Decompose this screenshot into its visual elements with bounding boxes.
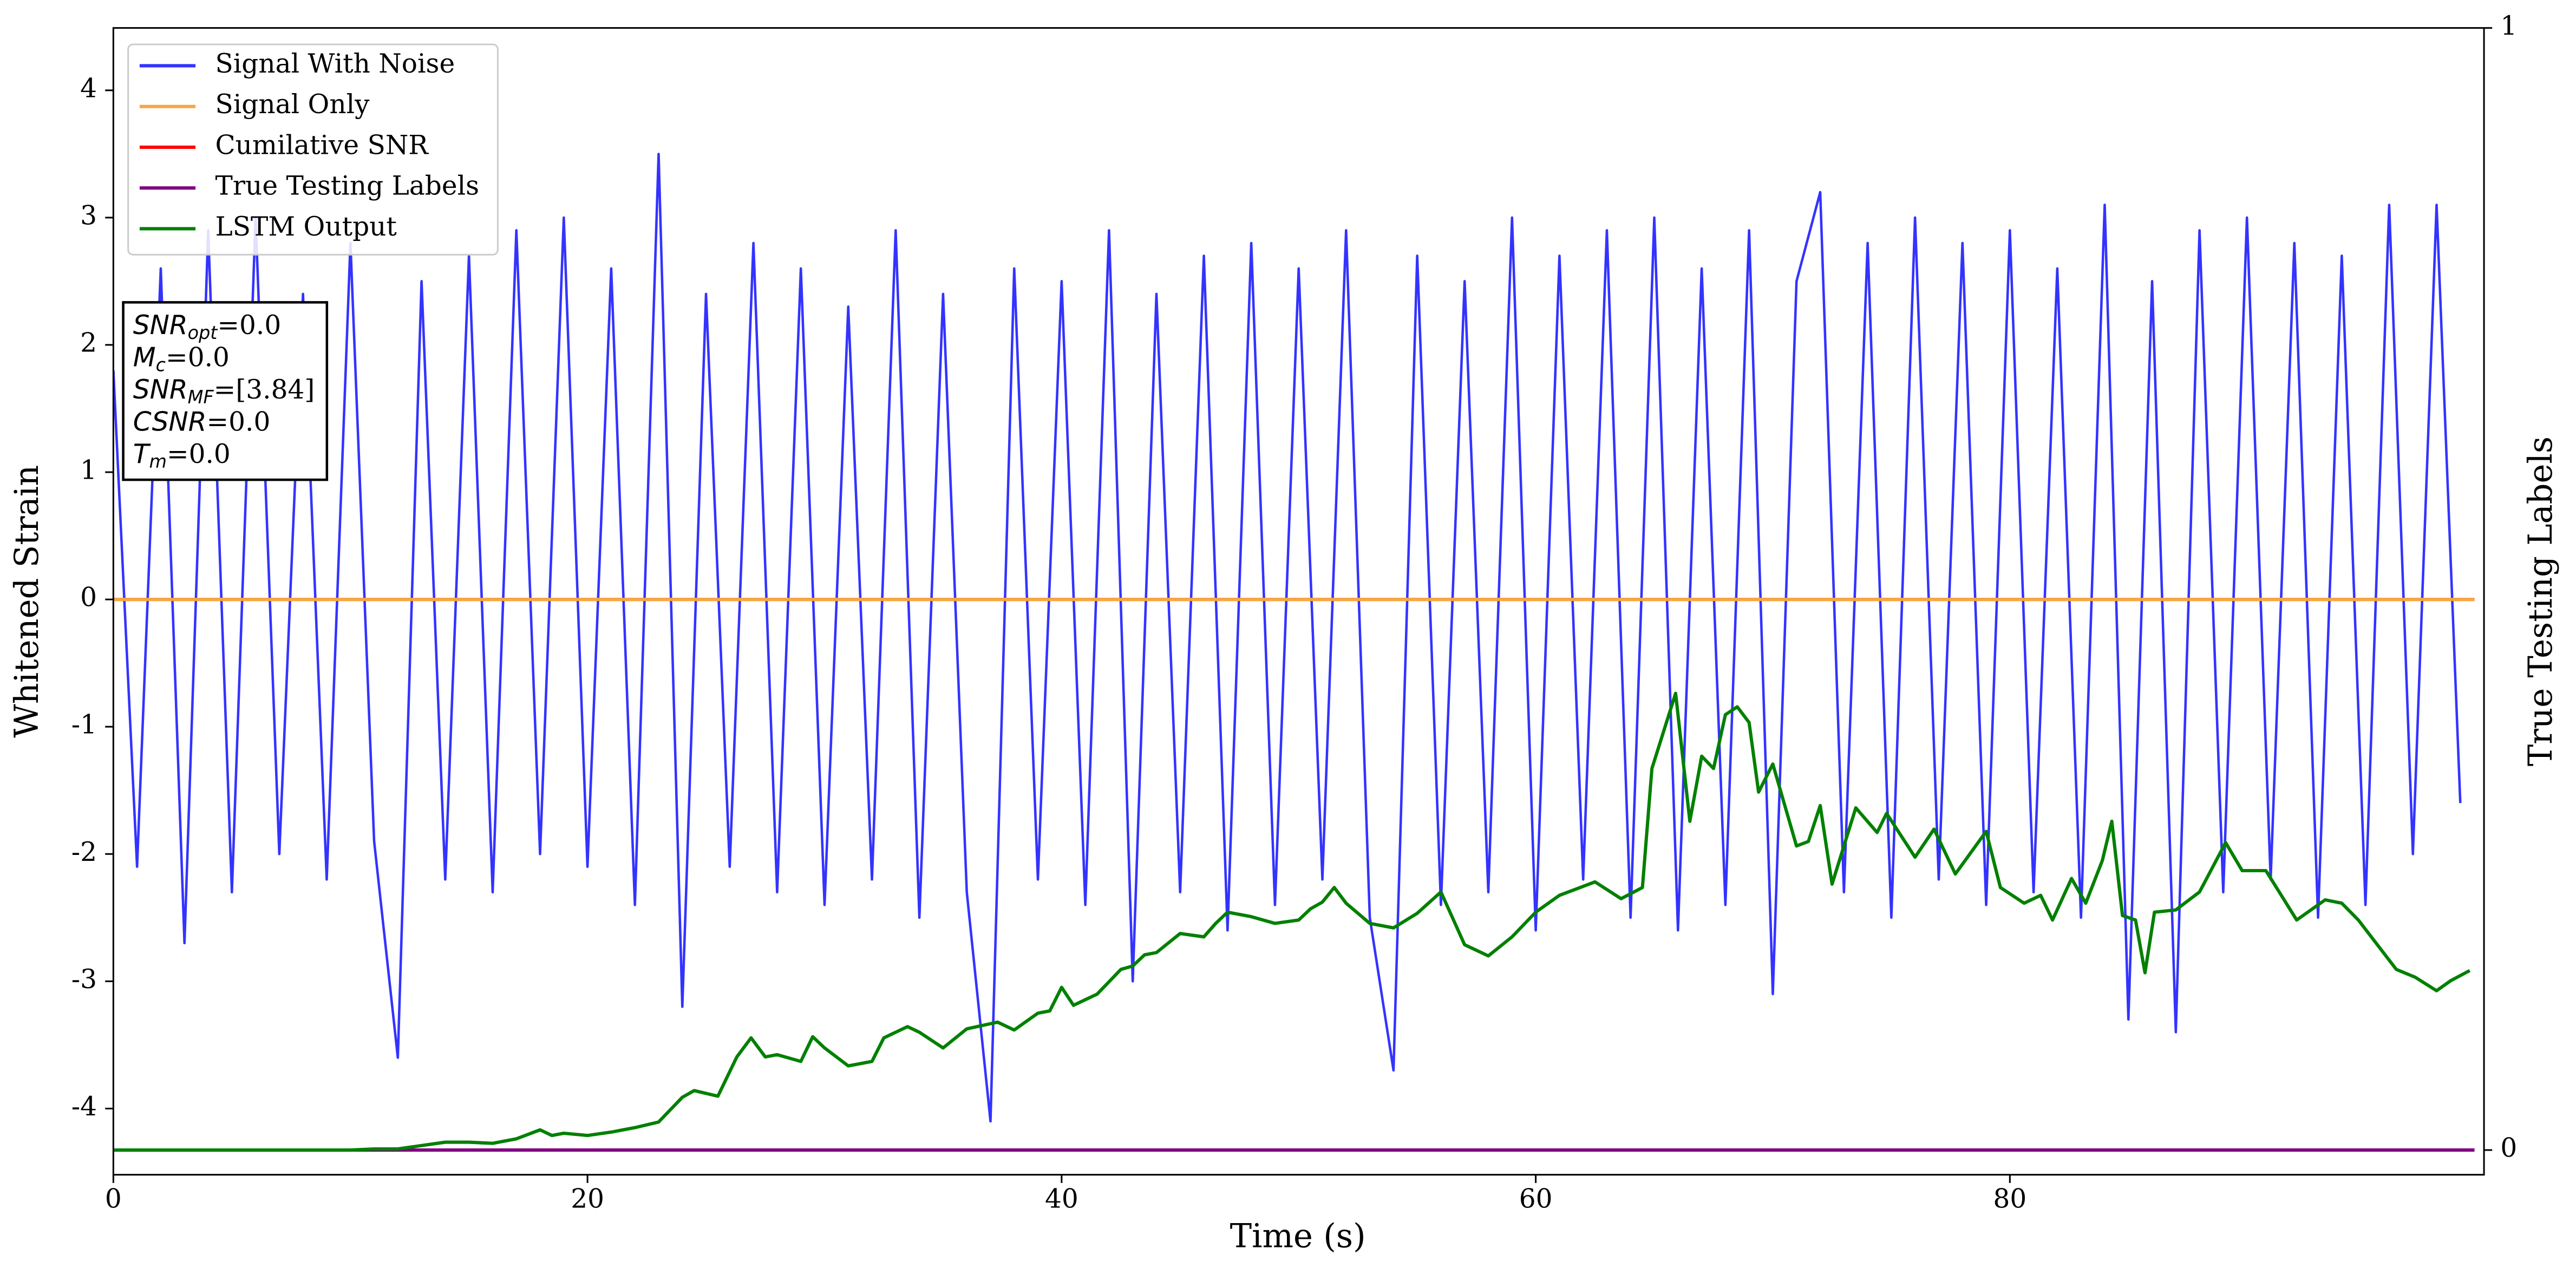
x-tick-label: 40	[1045, 1184, 1078, 1214]
y-tick-label: 2	[80, 328, 97, 358]
y-axis-label: Whitened Strain	[8, 465, 46, 738]
y2-axis-label: True Testing Labels	[2522, 436, 2560, 766]
x-axis-label: Time (s)	[1230, 1218, 1366, 1256]
legend-label: Signal With Noise	[215, 49, 455, 79]
annotation-symbol: SNR	[133, 310, 188, 341]
annotation-symbol: T	[133, 439, 151, 469]
y-tick-label: -3	[71, 964, 97, 995]
y2-tick-label: 1	[2500, 11, 2517, 41]
annotation-line: Tm=0.0	[133, 439, 231, 472]
legend-label: True Testing Labels	[215, 171, 480, 201]
legend-box	[127, 43, 499, 256]
y-tick-label: 1	[80, 455, 97, 486]
y-tick-label: 0	[80, 583, 97, 613]
annotation-subscript: MF	[188, 386, 214, 407]
legend-label: LSTM Output	[215, 212, 397, 242]
annotation-text: =0.0	[217, 310, 281, 340]
x-tick-label: 80	[1993, 1184, 2026, 1214]
legend: Signal With Noise Signal Only Cumilative S…	[127, 43, 499, 256]
annotation-symbol: CSNR	[133, 407, 207, 437]
annotation-text: =0.0	[206, 407, 270, 437]
y-tick-label: -4	[71, 1092, 97, 1122]
annotation-box: SNRopt=0.0Mc=0.0SNRMF=[3.84]CSNR=0.0Tm=0…	[122, 301, 329, 481]
series-line	[113, 153, 2462, 1123]
y-tick-label: -2	[71, 837, 97, 867]
annotation-line: Mc=0.0	[133, 342, 230, 375]
plot-area	[113, 153, 2475, 1152]
x-tick-label: 20	[571, 1184, 604, 1214]
axes-frame	[112, 27, 2485, 1176]
annotation-text: =[3.84]	[214, 374, 315, 404]
x-tick-label: 60	[1519, 1184, 1553, 1214]
legend-label: Signal Only	[215, 89, 370, 120]
y-tick-label: 3	[80, 200, 97, 231]
annotation-line: SNRMF=[3.84]	[133, 374, 315, 407]
annotation-symbol: M	[133, 342, 156, 373]
series-line	[113, 691, 2471, 1152]
annotation-text: =0.0	[166, 342, 230, 373]
annotation-subscript: c	[156, 354, 166, 375]
annotation-text: =0.0	[167, 439, 231, 469]
y-tick-label: -1	[71, 710, 97, 740]
y-tick-label: 4	[80, 73, 97, 103]
legend-label: Cumilative SNR	[215, 130, 429, 160]
annotation-line: SNRopt=0.0	[133, 310, 281, 343]
y2-tick-label: 0	[2500, 1133, 2517, 1164]
annotation-subscript: opt	[188, 322, 219, 343]
annotation-subscript: m	[149, 450, 167, 472]
annotation-symbol: SNR	[133, 375, 188, 405]
annotation-line: CSNR=0.0	[133, 407, 271, 437]
annotation-frame	[122, 301, 329, 481]
x-tick-label: 0	[105, 1184, 122, 1214]
